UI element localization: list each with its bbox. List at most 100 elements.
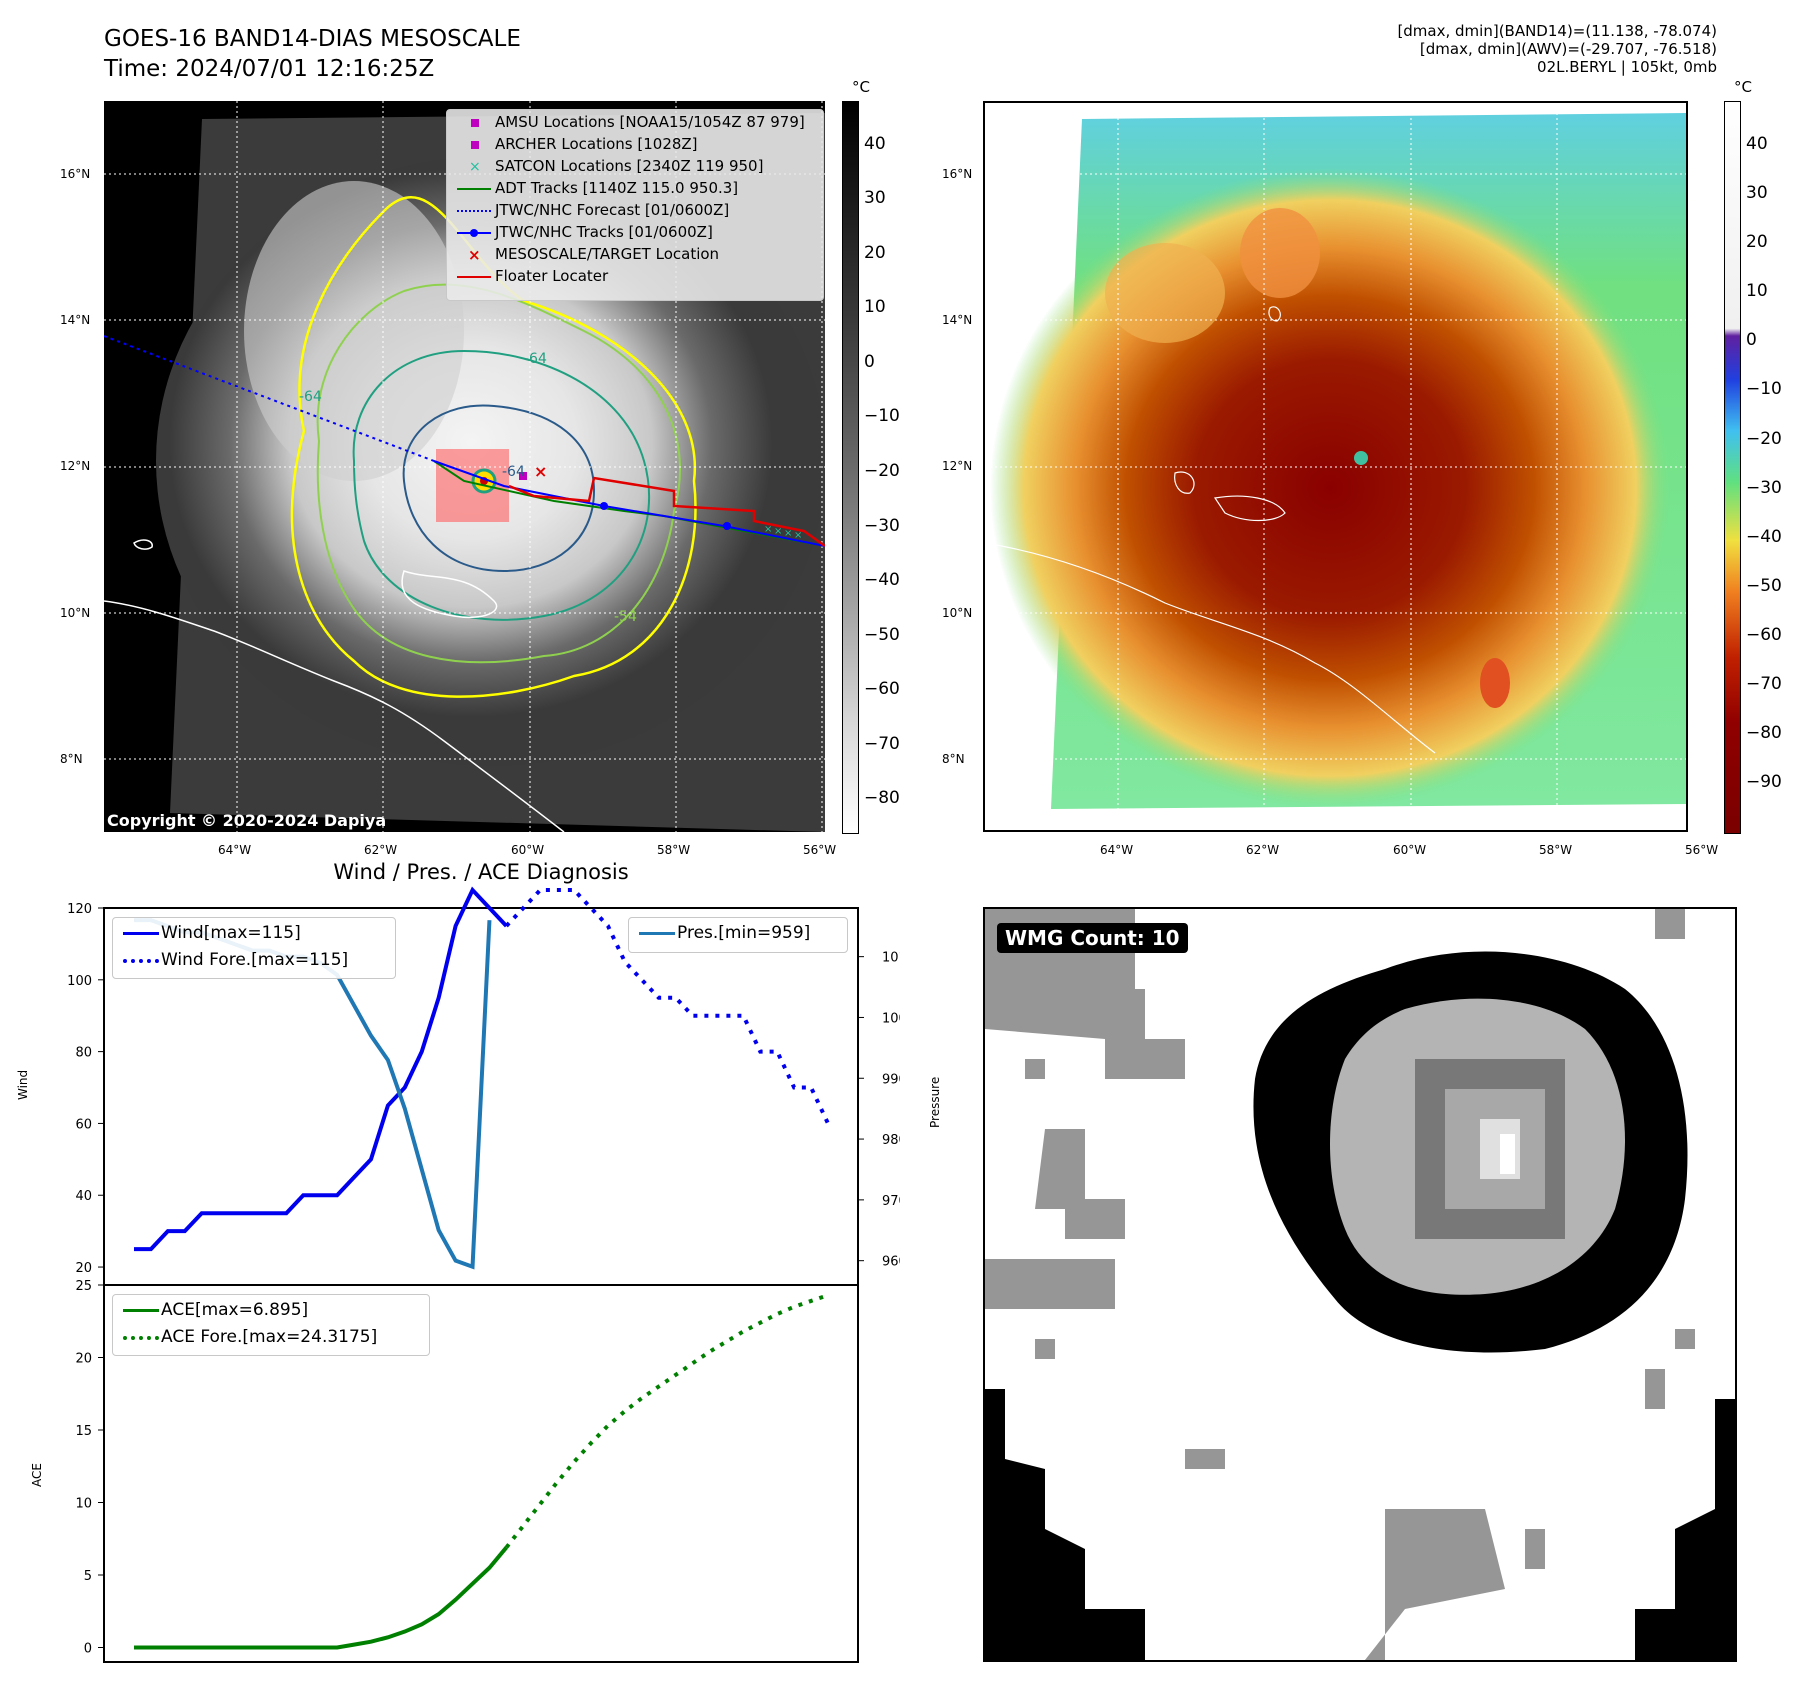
green-line-icon (121, 1300, 161, 1320)
colorbar-tick: −90 (1746, 771, 1782, 792)
info-line3: 02L.BERYL | 105kt, 0mb (1537, 58, 1717, 76)
map-legend: AMSU Locations [NOAA15/1054Z 87 979] ARC… (446, 109, 824, 301)
colorbar-tick: −10 (1746, 379, 1782, 400)
colorbar-tick: −70 (1746, 673, 1782, 694)
wmg-panel: WMG Count: 10 (985, 909, 1735, 1660)
dias-gridlines (985, 103, 1686, 830)
wind-tick-label: 80 (75, 1046, 92, 1061)
teal-x-icon: × (469, 158, 481, 175)
ace-tick-label: 5 (84, 1569, 92, 1584)
lat-label: 12°N (942, 459, 973, 473)
adt-track (433, 460, 825, 547)
green-line-icon (455, 179, 495, 199)
lon-label: 64°W (218, 843, 252, 857)
satcon-markers: × × × × (764, 524, 802, 541)
ace-tick-label: 15 (75, 1424, 92, 1439)
series-line (134, 886, 508, 1252)
colorbar-tick: −50 (864, 624, 900, 645)
legend-item-tracks: JTWC/NHC Tracks [01/0600Z] (455, 222, 713, 242)
colorbar-tick: 20 (864, 242, 886, 263)
contour-blue (402, 404, 596, 573)
wmg-black-corner-right (1635, 1399, 1735, 1660)
svg-text:×: × (784, 528, 792, 539)
steelblue-line-icon (637, 923, 677, 943)
dias-map-panel (985, 103, 1686, 830)
colorbar-tick: 40 (1746, 134, 1768, 155)
lat-label: 12°N (60, 459, 91, 473)
colorbar-tick: −60 (864, 679, 900, 700)
lon-label: 62°W (364, 843, 398, 857)
lon-label: 62°W (1246, 843, 1280, 857)
series-line (504, 1293, 829, 1549)
wind-tick-label: 60 (75, 1117, 92, 1132)
contour-label: -64 (502, 464, 525, 480)
series-line (504, 888, 830, 1125)
lon-label: 56°W (1685, 843, 1719, 857)
colorbar-tick: 20 (1746, 232, 1768, 253)
lat-label: 10°N (942, 606, 973, 620)
colorbar-tick: 0 (1746, 330, 1757, 351)
coastline-islet (133, 539, 153, 550)
lat-label: 16°N (60, 167, 91, 181)
dias-storm (990, 168, 1670, 808)
legend-item-archer: ARCHER Locations [1028Z] (455, 134, 698, 154)
legend-item-wind: Wind[max=115] (121, 923, 301, 943)
contour-label: -64 (524, 351, 547, 367)
legend-item-forecast: JTWC/NHC Forecast [01/0600Z] (455, 200, 729, 220)
wind-axis-label: Wind (16, 1069, 30, 1100)
pressure-axis-label: Pressure (928, 1076, 942, 1128)
ace-tick-label: 25 (75, 1279, 92, 1294)
magenta-square-icon (455, 113, 495, 133)
pressure-tick-label: 990 (882, 1072, 900, 1087)
svg-text:×: × (774, 526, 782, 537)
colorbar-tick: −10 (864, 406, 900, 427)
contour-label: -64 (299, 389, 322, 405)
wmg-svg (985, 909, 1735, 1660)
lon-label: 64°W (1100, 843, 1134, 857)
coastline-island (401, 570, 498, 619)
red-x-icon: × (468, 245, 481, 264)
contour-teal (352, 349, 651, 621)
legend-item-ace-forecast: ACE Fore.[max=24.3175] (121, 1327, 377, 1347)
colorbar-tick: −80 (864, 788, 900, 809)
blue-line-dot-icon (455, 223, 495, 243)
info-line1: [dmax, dmin](BAND14)=(11.138, -78.074) (1397, 22, 1717, 40)
ace-tick-label: 20 (75, 1352, 92, 1367)
colorbar-tick: −70 (864, 733, 900, 754)
series-line (134, 1546, 508, 1650)
legend-item-pressure: Pres.[min=959] (637, 923, 810, 943)
svg-text:×: × (764, 524, 772, 535)
colorbar-tick: 30 (864, 188, 886, 209)
pressure-tick-label: 1000 (882, 1011, 900, 1026)
legend-item-ace: ACE[max=6.895] (121, 1300, 308, 1320)
colorbar-tick: 10 (864, 297, 886, 318)
coastline-mainland (104, 600, 565, 832)
jtwc-track-point (600, 502, 608, 510)
magenta-square-icon (455, 135, 495, 155)
wmg-black-corner-left (985, 1389, 1145, 1660)
svg-text:×: × (794, 530, 802, 541)
colorbar-tick: −30 (1746, 477, 1782, 498)
forecast-track (104, 335, 435, 462)
colorbar-tick: −20 (864, 460, 900, 481)
lon-label: 60°W (1393, 843, 1427, 857)
legend-item-target: × MESOSCALE/TARGET Location (455, 244, 719, 264)
ace-legend: ACE[max=6.895] ACE Fore.[max=24.3175] (112, 1294, 430, 1356)
blue-dotted-line-icon (121, 950, 161, 970)
lat-label: 14°N (942, 313, 973, 327)
green-dotted-line-icon (121, 1327, 161, 1347)
lat-label: 8°N (942, 752, 965, 766)
dias-map-svg (985, 103, 1686, 830)
dias-eye (1354, 451, 1368, 465)
colorbar-tick: 10 (1746, 281, 1768, 302)
lat-label: 8°N (60, 752, 83, 766)
lat-label: 16°N (942, 167, 973, 181)
wind-tick-label: 120 (67, 902, 92, 917)
lon-label: 58°W (1539, 843, 1573, 857)
blue-line-icon (121, 923, 161, 943)
ace-tick-label: 0 (84, 1642, 92, 1657)
dias-cloud-cluster (1105, 243, 1225, 343)
legend-item-adt: ADT Tracks [1140Z 115.0 950.3] (455, 178, 738, 198)
colorbar-tick: −40 (864, 570, 900, 591)
